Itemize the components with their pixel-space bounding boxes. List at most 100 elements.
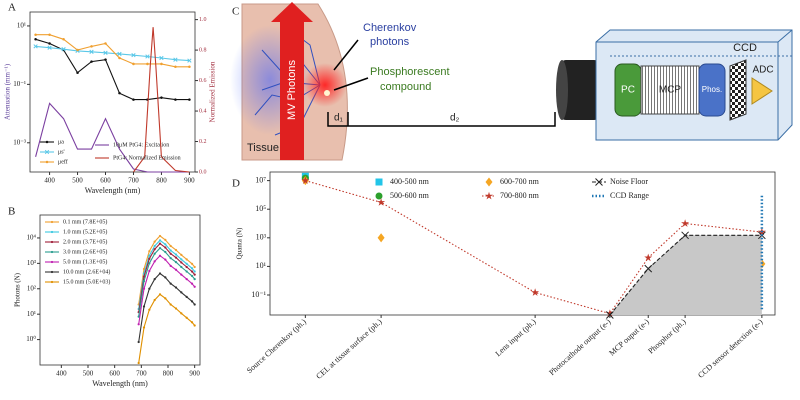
series-line	[133, 27, 190, 173]
arrow	[333, 39, 359, 71]
plot-frame	[29, 11, 196, 173]
marker	[174, 98, 177, 101]
marker	[169, 249, 172, 252]
y2-tick-label: 0.4	[199, 108, 207, 114]
marker	[118, 56, 121, 60]
marker	[174, 307, 178, 310]
marker	[50, 240, 54, 244]
marker	[153, 240, 156, 243]
x-tick-label: 800	[156, 177, 167, 185]
legend-label: μa	[58, 139, 64, 145]
x-tick-label: Photocathode output (e-)	[547, 317, 612, 377]
marker	[188, 65, 191, 69]
series-line	[138, 235, 196, 305]
y-tick-label: 10⁵	[255, 204, 266, 213]
phos-label: Phos.	[702, 85, 722, 94]
marker	[164, 246, 167, 249]
y-tick-label: 10³	[27, 259, 36, 267]
marker	[164, 297, 167, 300]
marker	[169, 257, 172, 260]
x-tick-label: 500	[72, 177, 83, 185]
marker	[153, 277, 156, 281]
marker	[118, 91, 121, 95]
area	[609, 235, 762, 315]
marker	[50, 230, 54, 234]
marker	[174, 248, 178, 252]
red-glow	[303, 63, 347, 107]
marker	[132, 62, 135, 66]
x-tick-label: Source Cherenkov (ph.)	[245, 317, 308, 375]
x-tick-label: 600	[109, 370, 120, 378]
mcp-label: MCP	[659, 85, 682, 96]
marker	[104, 58, 107, 61]
plot-frame	[39, 214, 201, 366]
marker	[142, 305, 146, 308]
marker	[146, 62, 149, 66]
marker	[180, 253, 183, 256]
marker	[164, 238, 167, 241]
marker	[50, 270, 54, 274]
series-line	[138, 242, 196, 313]
marker	[104, 42, 107, 45]
marker	[158, 272, 162, 275]
marker	[153, 252, 156, 255]
marker	[142, 326, 146, 329]
marker	[531, 288, 540, 296]
y-axis-label: Quanta (N)	[236, 227, 244, 259]
marker	[190, 270, 194, 273]
marker	[148, 287, 151, 290]
box-edge	[777, 29, 793, 43]
marker	[187, 58, 192, 63]
marker	[174, 286, 178, 289]
marker	[132, 98, 135, 101]
marker	[62, 37, 65, 41]
marker	[301, 176, 310, 184]
marker	[89, 49, 94, 54]
marker	[153, 298, 156, 302]
panel-label: A	[8, 2, 16, 14]
marker	[34, 37, 37, 41]
mcp	[640, 65, 700, 115]
series-line	[138, 254, 196, 325]
arrow	[333, 77, 369, 91]
marker	[190, 274, 194, 278]
marker	[185, 262, 188, 265]
marker	[148, 308, 151, 311]
marker	[180, 312, 183, 315]
panel-label: D	[232, 178, 240, 190]
marker	[153, 260, 156, 263]
marker	[180, 265, 183, 269]
marker	[485, 177, 493, 187]
x-tick-label: 700	[136, 370, 147, 378]
y-tick-label: 10⁷	[255, 175, 266, 184]
marker	[169, 252, 172, 255]
y2-axis-label: Normalized Emission	[209, 61, 217, 122]
legend-label: 3.0 mm (2.6E+05)	[63, 248, 107, 255]
series-line	[609, 234, 762, 316]
legend-label: 600-700 nm	[500, 177, 540, 186]
y2-tick-label: 0.0	[199, 169, 207, 175]
marker	[142, 287, 146, 290]
marker	[190, 262, 194, 265]
marker	[160, 62, 163, 66]
marker	[174, 256, 178, 259]
marker	[173, 57, 178, 62]
x-axis-label: Wavelength (nm)	[92, 379, 148, 388]
mv-arrow-head	[271, 2, 313, 22]
marker	[47, 45, 52, 50]
marker	[148, 262, 151, 265]
marker	[164, 250, 167, 254]
marker	[169, 303, 172, 306]
diagram: MV Photons Tissue Cherenkov photons Phos…	[230, 2, 793, 161]
marker	[169, 282, 172, 285]
marker	[190, 267, 194, 270]
marker	[148, 269, 151, 273]
marker	[90, 45, 93, 48]
series-line	[35, 34, 190, 68]
marker	[158, 242, 162, 245]
d2-label: d₂	[450, 113, 460, 124]
x-tick-label: MCP ouput (e-)	[607, 317, 651, 358]
marker	[377, 233, 385, 243]
marker	[103, 50, 108, 55]
marker	[48, 33, 51, 36]
